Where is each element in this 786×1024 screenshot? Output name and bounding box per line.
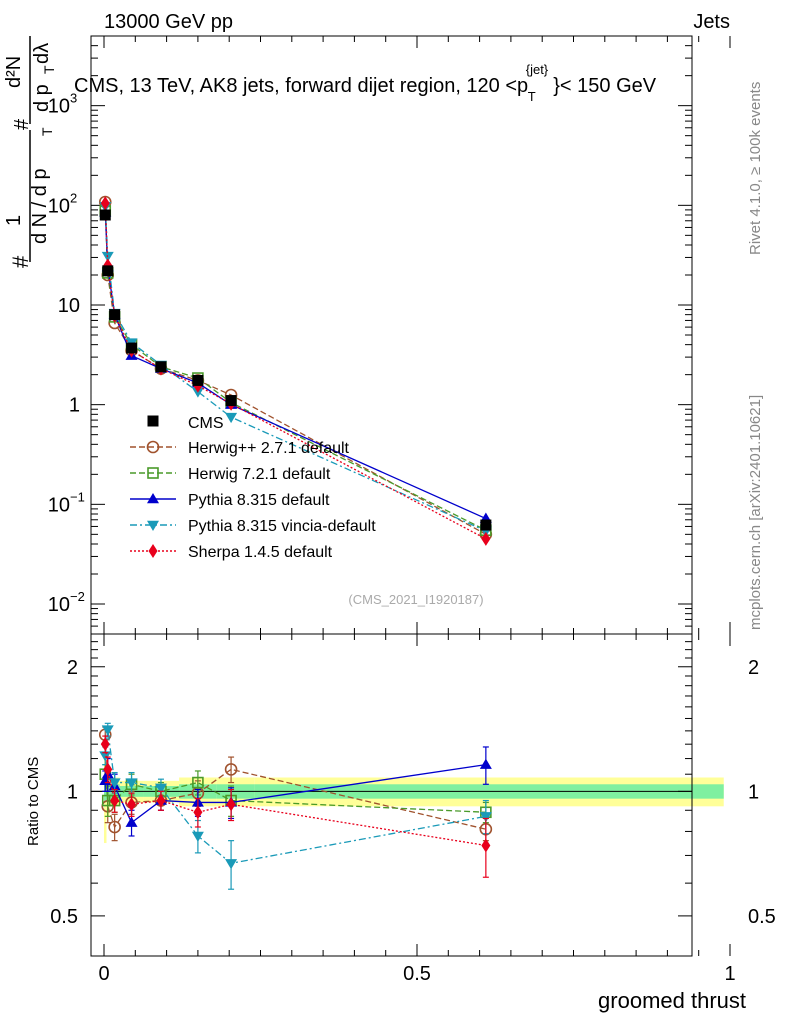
main-y-tick-exponent: 3: [70, 91, 77, 106]
x-tick-label: 0: [98, 963, 109, 985]
legend-label-herwig7: Herwig 7.2.1 default: [188, 466, 331, 483]
rivet-version-label: Rivet 4.1.0, ≥ 100k events: [747, 82, 764, 255]
main-y-tick-exponent: 2: [70, 190, 77, 205]
main-panel-series: [98, 195, 493, 546]
main-panel-frame: [90, 35, 693, 635]
title-subscript: T: [528, 89, 536, 104]
svg-text:CMS, 13 TeV, AK8 jets, forward: CMS, 13 TeV, AK8 jets, forward dijet reg…: [74, 57, 657, 106]
ratio-point-sherpa: [100, 737, 110, 752]
cms-data-point: [102, 265, 114, 277]
ylabel-dpt-sub: T: [41, 65, 57, 74]
ratio-point-vincia: [154, 783, 167, 794]
ratio-y-tick-label-right: 1: [748, 781, 759, 803]
legend-marker-herwig7: [147, 467, 159, 479]
ratio-y-axis-label: Ratio to CMS: [25, 757, 42, 846]
cms-data-point: [109, 309, 121, 321]
title-tail: }< 150 GeV: [553, 75, 657, 97]
main-y-tick-exponent: −1: [70, 489, 85, 504]
ratio-y-tick-label-left: 2: [67, 657, 78, 679]
title-superscript: {jet}: [526, 62, 549, 77]
legend-label-herwigpp: Herwig++ 2.7.1 default: [188, 440, 350, 457]
main-y-tick-exponent: −2: [70, 589, 85, 604]
legend-label-vincia: Pythia 8.315 vincia-default: [188, 518, 376, 535]
ratio-point-sherpa: [226, 797, 236, 812]
ratio-point-vincia: [101, 725, 114, 736]
header-collision: 13000 GeV pp: [104, 11, 233, 33]
ratio-panel-frame: [90, 633, 693, 957]
cms-data-point: [192, 374, 204, 386]
ratio-point-sherpa: [127, 797, 137, 812]
cms-data-point: [99, 209, 111, 221]
main-y-tick-label: 10: [48, 494, 70, 516]
ratio-point-sherpa: [110, 793, 120, 808]
main-point-sherpa: [100, 196, 110, 211]
ratio-point-vincia: [479, 812, 492, 823]
main-line-sherpa: [104, 203, 487, 540]
cms-data-point: [480, 519, 492, 531]
ratio-line-vincia: [104, 729, 486, 864]
ratio-point-sherpa: [156, 793, 166, 808]
main-line-vincia: [104, 206, 487, 532]
mcplots-label: mcplots.cern.ch [arXiv:2401.10621]: [747, 395, 764, 630]
ylabel-hash-2: #: [11, 118, 33, 130]
x-tick-label: 0.5: [403, 963, 431, 985]
analysis-watermark: (CMS_2021_I1920187): [348, 592, 483, 607]
ratio-point-pythia: [125, 816, 138, 827]
legend-label-cms: CMS: [188, 415, 224, 432]
legend-label-sherpa: Sherpa 1.4.5 default: [188, 544, 333, 561]
main-point-sherpa: [481, 531, 491, 546]
ylabel-dpt: d p: [31, 84, 53, 112]
legend-marker-herwigpp: [146, 440, 160, 454]
ratio-point-vincia: [125, 778, 138, 789]
ylabel-denominator-sub: T: [39, 127, 55, 136]
main-y-tick-label: 10: [48, 594, 70, 616]
ylabel-hash-1: #: [8, 255, 33, 268]
legend-marker-vincia: [147, 520, 159, 531]
ratio-y-tick-label-left: 1: [67, 781, 78, 803]
title-main: CMS, 13 TeV, AK8 jets, forward dijet reg…: [74, 75, 528, 97]
main-y-tick-label: 1: [69, 395, 80, 417]
ratio-y-tick-label-right: 0.5: [748, 906, 776, 928]
ylabel-numerator: d²N: [3, 56, 25, 88]
cms-data-point: [155, 361, 167, 373]
main-y-axis-label: # 1 d N / d p T # d²N d p T dλ: [3, 36, 57, 268]
x-tick-label: 1: [724, 963, 735, 985]
ratio-line-sherpa: [104, 744, 486, 847]
cms-data-point: [225, 395, 237, 407]
ratio-point-vincia: [108, 778, 121, 789]
legend-label-pythia: Pythia 8.315 default: [188, 492, 330, 509]
main-point-vincia: [225, 412, 238, 424]
ratio-point-sherpa: [193, 805, 203, 820]
ratio-point-pythia: [479, 758, 492, 769]
ratio-point-herwigpp: [224, 763, 238, 776]
ratio-y-tick-label-right: 2: [748, 657, 759, 679]
x-axis-label: groomed thrust: [598, 988, 746, 1013]
ratio-point-sherpa: [103, 762, 113, 777]
plot-title: CMS, 13 TeV, AK8 jets, forward dijet reg…: [74, 57, 657, 106]
ratio-point-sherpa: [481, 838, 491, 853]
legend-marker-cms: [147, 415, 159, 427]
legend-marker-pythia: [147, 493, 159, 504]
main-y-tick-label: 10: [48, 195, 70, 217]
ratio-point-herwigpp: [108, 820, 121, 834]
ylabel-denominator: d N / d p: [29, 168, 51, 244]
ratio-point-herwig7: [192, 776, 204, 789]
main-y-tick-label: 10: [48, 96, 70, 118]
ratio-line-herwigpp: [104, 734, 487, 830]
ratio-point-vincia: [225, 859, 238, 870]
ratio-y-tick-label-left: 0.5: [50, 906, 78, 928]
ratio-point-vincia: [191, 831, 204, 842]
legend: CMS Herwig++ 2.7.1 default Herwig 7.2.1 de…: [130, 415, 376, 561]
cms-data-point: [126, 342, 138, 354]
ylabel-dlambda: dλ: [31, 43, 53, 64]
ratio-panel-series: [98, 722, 493, 890]
main-y-tick-label: 10: [58, 295, 80, 317]
ylabel-one: 1: [3, 215, 25, 226]
legend-marker-sherpa: [148, 544, 158, 558]
header-category: Jets: [693, 11, 730, 33]
